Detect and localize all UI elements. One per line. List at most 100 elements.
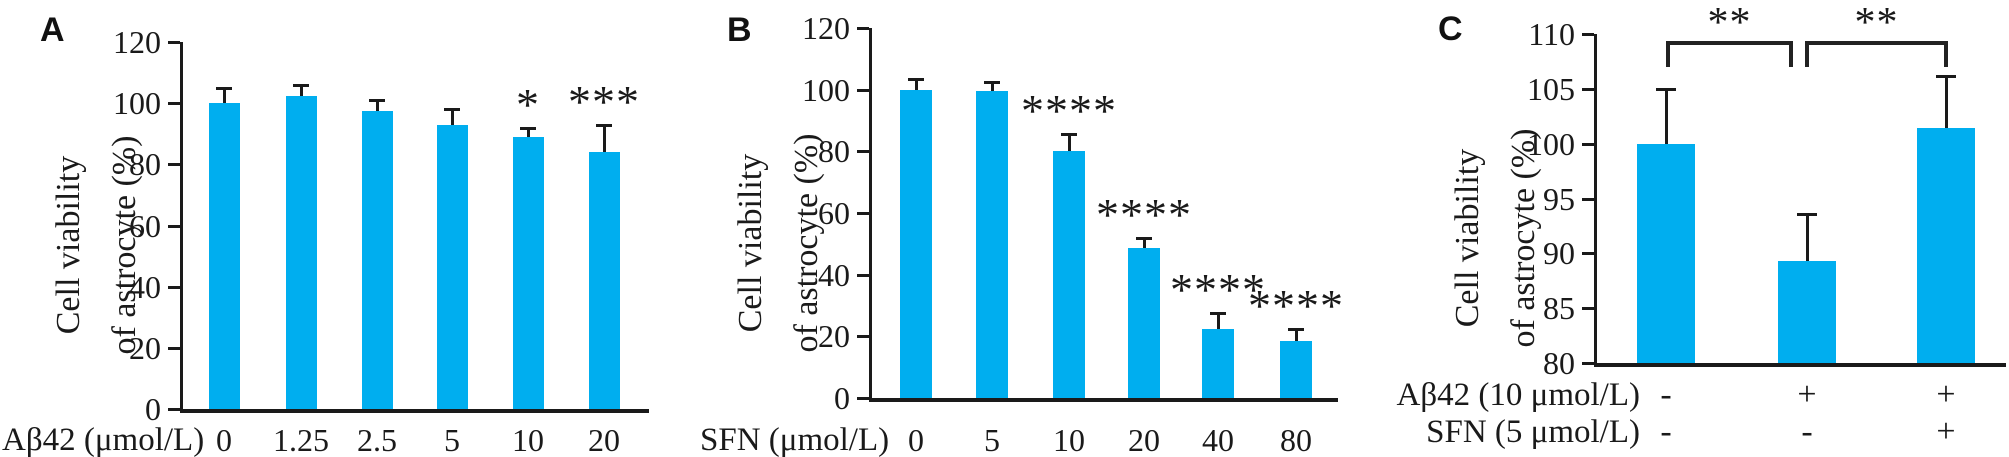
bar [361, 110, 393, 409]
bar [1128, 248, 1160, 398]
error-bar-stem [450, 109, 454, 125]
condition-value: - [1660, 413, 1672, 450]
y-tick [1582, 307, 1594, 311]
y-tick-label: 80 [818, 133, 850, 170]
y-tick [1582, 252, 1594, 256]
y-tick-label: 80 [1543, 345, 1575, 381]
bar [1280, 340, 1312, 398]
error-bar-stem [1142, 237, 1146, 249]
error-bar-cap [216, 86, 232, 90]
y-tick [1582, 87, 1594, 91]
error-bar-cap [1061, 133, 1077, 137]
y-tick-label: 100 [1527, 125, 1575, 162]
bar [1778, 261, 1836, 363]
x-category-label: 10 [512, 422, 544, 457]
panel-c-letter: C [1438, 10, 1463, 48]
y-tick [168, 41, 180, 44]
bar [1053, 151, 1085, 398]
x-category-label: 10 [1053, 422, 1085, 457]
y-tick-label: 100 [802, 71, 850, 108]
x-category-label: 0 [216, 422, 232, 457]
panel-c-condition-row2-label: SFN (5 μmol/L) [1426, 414, 1640, 450]
y-tick-label: 20 [129, 329, 161, 366]
panel-b-letter: B [727, 11, 752, 49]
bar [512, 136, 544, 409]
y-tick [857, 88, 869, 92]
x-category-label: 0 [908, 422, 924, 457]
error-bar-stem [602, 124, 606, 153]
panel-c-condition-row1-label: Aβ42 (10 μmol/L) [1396, 377, 1640, 413]
error-bar-stem [375, 100, 379, 111]
error-bar-stem [1805, 213, 1809, 261]
error-bar-stem [299, 84, 303, 96]
error-bar-stem [1067, 134, 1071, 152]
y-tick-label: 0 [145, 391, 161, 427]
x-category-label: 20 [588, 422, 620, 457]
x-category-label: 80 [1280, 422, 1312, 457]
bar [976, 91, 1008, 398]
x-category-label: 1.25 [273, 422, 329, 457]
y-tick [168, 285, 180, 289]
error-bar-cap [1936, 74, 1956, 78]
bar [588, 152, 620, 409]
y-tick-label: 105 [1527, 70, 1575, 107]
bar [1637, 143, 1695, 363]
error-bar-stem [222, 87, 226, 104]
significance-stars: **** [1248, 279, 1344, 331]
y-tick [168, 163, 180, 167]
error-bar-stem [1294, 328, 1298, 341]
error-bar-stem [526, 127, 530, 137]
error-bar-stem [1944, 75, 1948, 129]
x-axis-line [180, 409, 649, 413]
y-tick-label: 100 [113, 85, 161, 122]
error-bar-cap [984, 80, 1000, 84]
condition-value: + [1936, 376, 1956, 413]
error-bar-cap [596, 123, 612, 127]
significance-stars: * [516, 78, 540, 130]
y-tick [1582, 142, 1594, 146]
y-tick-label: 120 [113, 24, 161, 60]
condition-value: - [1660, 376, 1672, 413]
error-bar-cap [1136, 236, 1152, 240]
y-tick-label: 110 [1528, 16, 1575, 52]
condition-value: + [1936, 413, 1956, 450]
error-bar-cap [1656, 87, 1676, 91]
panel-b-x-axis-label: SFN (μmol/L) [700, 422, 890, 457]
x-category-label: 40 [1202, 422, 1234, 457]
error-bar-cap [444, 108, 460, 112]
x-category-label: 5 [984, 422, 1000, 457]
y-tick [857, 273, 869, 277]
y-tick [857, 335, 869, 339]
panel-a-x-axis-label: Aβ42 (μmol/L) [2, 422, 205, 457]
y-tick-label: 85 [1543, 290, 1575, 327]
significance-stars: *** [568, 75, 640, 127]
significance-bracket [1666, 41, 1793, 67]
x-category-label: 5 [444, 422, 460, 457]
bar [1917, 128, 1975, 363]
significance-stars: **** [1096, 188, 1192, 240]
y-tick [1582, 197, 1594, 201]
y-tick [857, 212, 869, 215]
condition-value: - [1801, 413, 1813, 450]
y-tick-label: 120 [802, 10, 850, 46]
bar [208, 103, 240, 409]
significance-stars: ** [1707, 0, 1752, 46]
bar [436, 124, 468, 409]
error-bar-cap [908, 77, 924, 81]
y-axis-line [1594, 34, 1597, 367]
y-tick-label: 95 [1543, 180, 1575, 217]
bar [285, 95, 317, 409]
x-category-label: 20 [1128, 422, 1160, 457]
y-tick-label: 80 [129, 146, 161, 183]
significance-stars: **** [1170, 264, 1266, 316]
y-axis-line [869, 28, 872, 402]
y-tick-label: 0 [834, 380, 850, 416]
error-bar-cap [1797, 212, 1817, 216]
y-axis-line [180, 42, 183, 413]
y-tick-label: 90 [1543, 235, 1575, 272]
y-tick [168, 102, 180, 106]
significance-bracket [1805, 41, 1948, 67]
